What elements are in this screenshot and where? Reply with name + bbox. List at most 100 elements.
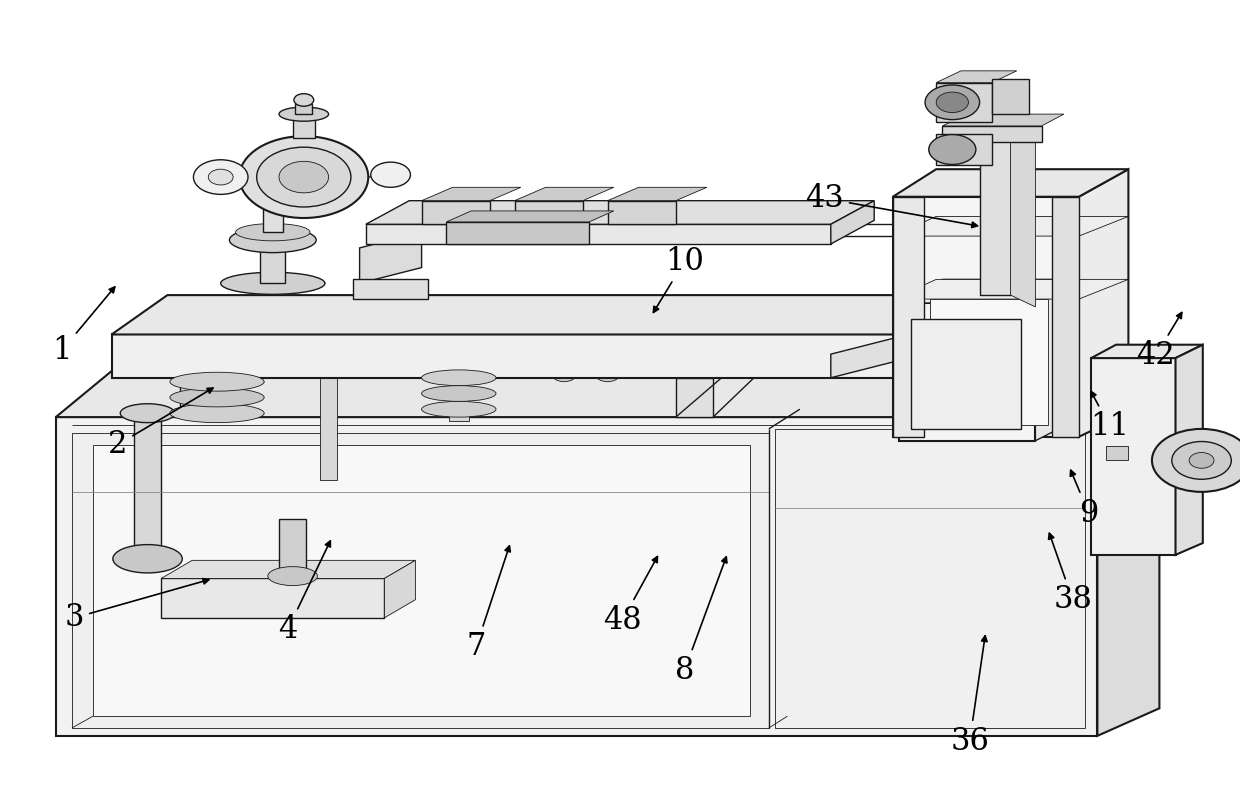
Polygon shape [446, 211, 614, 222]
Text: 38: 38 [1049, 534, 1092, 615]
Text: 48: 48 [603, 556, 657, 636]
Ellipse shape [113, 545, 182, 573]
Text: 3: 3 [64, 578, 208, 634]
Polygon shape [608, 201, 676, 224]
Polygon shape [1052, 197, 1079, 437]
Bar [134, 413, 161, 555]
Ellipse shape [257, 147, 351, 207]
Ellipse shape [371, 162, 410, 187]
Polygon shape [893, 197, 924, 437]
Bar [911, 319, 1021, 429]
Ellipse shape [422, 386, 496, 401]
Text: 10: 10 [653, 246, 704, 312]
Polygon shape [422, 201, 490, 224]
Polygon shape [1079, 169, 1128, 437]
Polygon shape [515, 201, 583, 224]
Bar [279, 519, 306, 578]
Polygon shape [893, 169, 1128, 197]
Ellipse shape [422, 401, 496, 417]
Ellipse shape [170, 404, 264, 423]
Ellipse shape [279, 107, 329, 121]
Polygon shape [422, 187, 521, 201]
Polygon shape [893, 197, 1079, 437]
Polygon shape [936, 134, 992, 165]
Polygon shape [112, 295, 973, 334]
Text: 7: 7 [466, 546, 511, 663]
Ellipse shape [268, 567, 317, 586]
Ellipse shape [170, 372, 264, 391]
Bar [1106, 446, 1128, 460]
Polygon shape [899, 279, 1079, 303]
Polygon shape [893, 279, 1128, 299]
Polygon shape [1091, 345, 1203, 358]
Bar [320, 374, 337, 480]
Ellipse shape [120, 404, 175, 423]
Polygon shape [1176, 345, 1203, 555]
Ellipse shape [279, 161, 329, 193]
Bar [353, 279, 428, 299]
Polygon shape [161, 560, 415, 578]
Polygon shape [992, 79, 1029, 114]
Ellipse shape [208, 169, 233, 185]
Text: 36: 36 [950, 636, 990, 757]
Polygon shape [56, 366, 1159, 417]
Polygon shape [831, 201, 874, 244]
Polygon shape [942, 126, 1042, 142]
Polygon shape [1097, 366, 1159, 736]
Polygon shape [930, 299, 1048, 425]
Polygon shape [1091, 358, 1176, 555]
Ellipse shape [170, 388, 264, 407]
Polygon shape [93, 445, 750, 716]
Ellipse shape [925, 85, 980, 120]
Ellipse shape [936, 92, 968, 113]
Text: 2: 2 [108, 388, 213, 460]
Polygon shape [112, 334, 924, 378]
Ellipse shape [1172, 442, 1231, 479]
Ellipse shape [929, 135, 976, 164]
Polygon shape [366, 224, 831, 244]
Ellipse shape [229, 227, 316, 253]
Ellipse shape [1152, 429, 1240, 492]
Bar [449, 370, 469, 421]
Polygon shape [295, 104, 312, 114]
Polygon shape [936, 83, 992, 122]
Polygon shape [831, 338, 893, 378]
Polygon shape [608, 187, 707, 201]
Polygon shape [676, 378, 713, 417]
Polygon shape [263, 189, 283, 232]
Polygon shape [260, 248, 285, 283]
Polygon shape [942, 114, 1064, 126]
Text: 11: 11 [1090, 391, 1130, 442]
Polygon shape [180, 378, 217, 417]
Text: 8: 8 [675, 557, 727, 686]
Polygon shape [56, 417, 1097, 736]
Ellipse shape [294, 94, 314, 106]
Polygon shape [515, 187, 614, 201]
Polygon shape [72, 433, 769, 728]
Polygon shape [735, 331, 766, 366]
Text: 43: 43 [805, 183, 977, 227]
Polygon shape [924, 295, 973, 378]
Polygon shape [893, 216, 1128, 236]
Polygon shape [775, 429, 1085, 728]
Polygon shape [1035, 279, 1079, 441]
Ellipse shape [221, 272, 325, 294]
Text: 9: 9 [1070, 470, 1099, 529]
Polygon shape [899, 303, 1035, 441]
Ellipse shape [1189, 453, 1214, 468]
Ellipse shape [236, 224, 310, 241]
Polygon shape [229, 331, 260, 366]
Text: 1: 1 [52, 287, 115, 366]
Ellipse shape [595, 366, 620, 382]
Polygon shape [384, 560, 415, 618]
Polygon shape [936, 71, 1017, 83]
Polygon shape [161, 578, 384, 618]
Ellipse shape [239, 136, 368, 218]
Ellipse shape [552, 366, 577, 382]
Text: 42: 42 [1136, 312, 1182, 371]
Polygon shape [293, 114, 315, 138]
Polygon shape [366, 201, 874, 224]
Polygon shape [980, 106, 1011, 295]
Polygon shape [1011, 106, 1035, 307]
Ellipse shape [193, 160, 248, 194]
